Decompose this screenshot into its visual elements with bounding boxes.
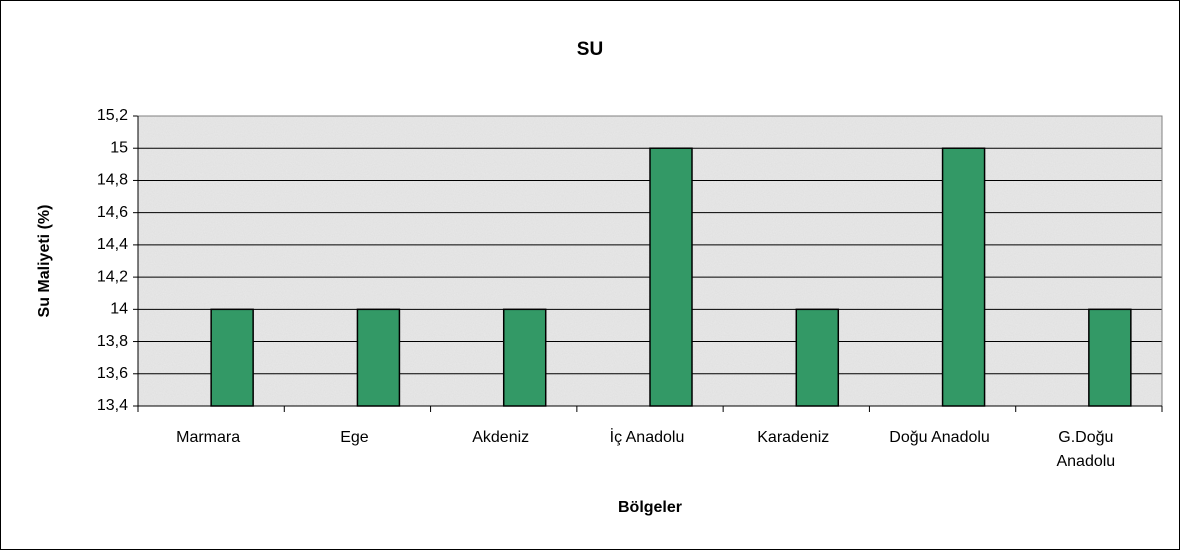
bar bbox=[941, 147, 986, 407]
bar bbox=[1088, 308, 1132, 407]
y-tick-label: 13,4 bbox=[97, 397, 128, 414]
y-tick-label: 14,6 bbox=[97, 204, 128, 221]
x-axis-label: Bölgeler bbox=[618, 499, 682, 516]
y-tick-label: 14,8 bbox=[97, 172, 128, 189]
bar bbox=[356, 308, 401, 407]
y-tick-label: 14 bbox=[110, 301, 128, 318]
x-tick-label: İç Anadolu bbox=[609, 429, 685, 446]
bar bbox=[210, 308, 254, 407]
x-tick-label: Doğu Anadolu bbox=[889, 429, 990, 446]
y-tick-label: 13,8 bbox=[97, 333, 128, 350]
x-tick-label: Marmara bbox=[176, 429, 241, 446]
x-tick-label: G.Doğu Anadolu bbox=[1056, 429, 1116, 470]
y-tick-label: 13,6 bbox=[97, 365, 128, 382]
x-tick-label: Karadeniz bbox=[757, 429, 830, 446]
bar bbox=[502, 308, 547, 407]
y-tick-label: 15 bbox=[110, 139, 128, 156]
bar bbox=[795, 308, 840, 407]
chart-title: SU bbox=[577, 39, 603, 60]
y-tick-label: 15,2 bbox=[97, 107, 128, 124]
y-tick-label: 14,2 bbox=[97, 268, 128, 285]
x-tick-label: Akdeniz bbox=[472, 429, 530, 446]
y-tick-label: 14,4 bbox=[97, 236, 128, 253]
x-tick-label: Ege bbox=[340, 429, 369, 446]
bar bbox=[649, 147, 693, 407]
y-axis-label: Su Maliyeti (%) bbox=[36, 205, 53, 318]
